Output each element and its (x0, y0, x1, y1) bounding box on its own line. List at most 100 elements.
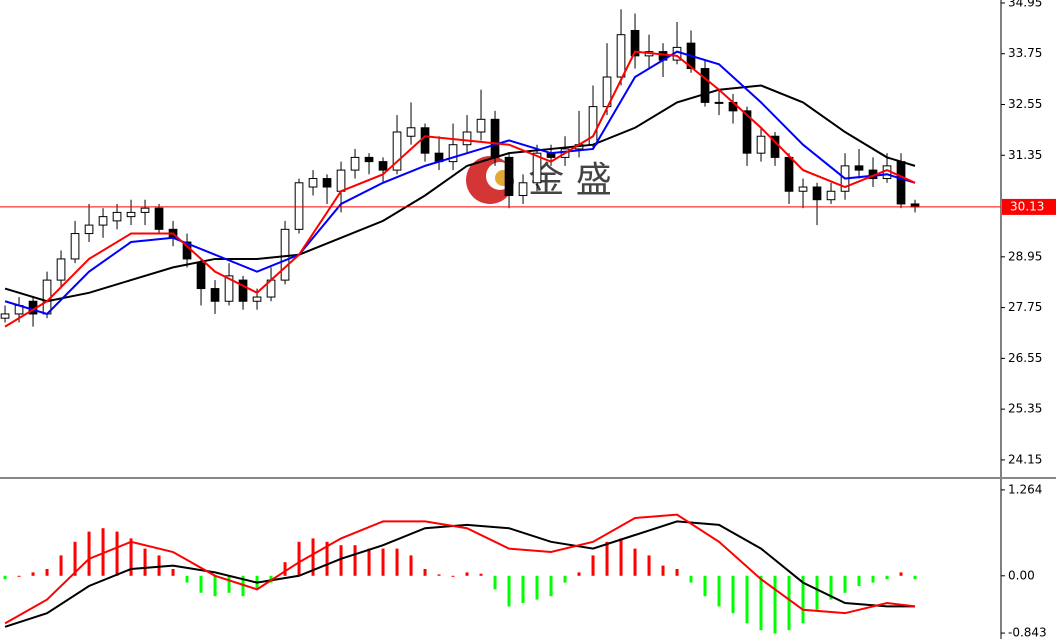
histogram-bar (675, 568, 679, 576)
histogram-bar (843, 575, 847, 593)
histogram-bar (591, 555, 595, 576)
line-series (4, 50, 916, 328)
y-tick-label: 27.75 (1008, 300, 1042, 314)
histogram-bar (227, 575, 231, 593)
candle-body (420, 127, 430, 154)
histogram-bar (829, 575, 833, 600)
histogram-bar (17, 575, 21, 577)
histogram-bar (619, 538, 623, 576)
candle-body (98, 216, 108, 226)
y-tick-label: 28.95 (1008, 249, 1042, 263)
histogram-bar (479, 573, 483, 576)
histogram-bar (199, 575, 203, 593)
candle-body (742, 110, 752, 154)
candle-body (294, 182, 304, 230)
histogram-bar (731, 575, 735, 614)
candle-body (700, 68, 710, 103)
histogram-bar (521, 575, 525, 603)
histogram-bar (129, 538, 133, 576)
candle-body (532, 152, 542, 184)
candle-body (238, 279, 248, 302)
histogram-bar (283, 562, 287, 576)
y-tick-label: 1.264 (1008, 482, 1042, 496)
y-tick-label: 25.35 (1008, 402, 1042, 416)
histogram-bar (339, 545, 343, 576)
y-tick-label: 31.35 (1008, 148, 1042, 162)
candle-body (322, 178, 332, 188)
histogram-bar (87, 531, 91, 576)
histogram-bar (689, 575, 693, 583)
y-tick-label: 24.15 (1008, 452, 1042, 466)
histogram-bar (171, 568, 175, 576)
candle-body (756, 135, 766, 154)
histogram-bar (577, 572, 581, 576)
histogram-bar (913, 575, 917, 580)
candle-body (476, 118, 486, 133)
histogram-bar (59, 555, 63, 576)
candle-body (210, 288, 220, 302)
candle-body (490, 118, 500, 158)
candle-body (112, 211, 122, 222)
histogram-bar (409, 555, 413, 576)
price-label: 30.13 (1010, 199, 1044, 213)
line-series (4, 84, 916, 303)
histogram-bar (157, 555, 161, 576)
line-series (4, 513, 916, 625)
watermark: 金 盛 (528, 160, 611, 201)
histogram-bar (423, 568, 427, 576)
histogram-bar (759, 575, 763, 631)
candle-body (84, 224, 94, 235)
candle-body (196, 262, 206, 290)
candle-body (462, 131, 472, 146)
y-tick-label: 34.95 (1008, 0, 1042, 9)
candle-body (364, 156, 374, 163)
histogram-bar (661, 565, 665, 576)
candle-body (392, 131, 402, 171)
candle-body (350, 156, 360, 171)
line-series (4, 520, 916, 628)
histogram-bar (381, 548, 385, 576)
histogram-bar (647, 555, 651, 576)
candle-body (154, 207, 164, 230)
candle-body (630, 29, 640, 57)
candle-body (224, 275, 234, 302)
histogram-bar (185, 575, 189, 583)
candle-body (336, 169, 346, 192)
histogram-bar (787, 575, 791, 631)
histogram-bar (465, 572, 469, 576)
histogram-bar (507, 575, 511, 607)
histogram-bar (45, 568, 49, 576)
histogram-bar (437, 574, 441, 576)
histogram-bar (395, 548, 399, 576)
histogram-bar (101, 528, 105, 576)
histogram-bar (549, 575, 553, 597)
histogram-bar (703, 575, 707, 597)
price-label-box (1002, 198, 1056, 215)
histogram-bar (325, 541, 329, 576)
histogram-bar (535, 575, 539, 600)
candle-body (826, 190, 836, 201)
histogram-bar (493, 575, 497, 590)
candle-body (0, 313, 10, 319)
candle-body (56, 258, 66, 281)
histogram-bar (115, 531, 119, 576)
histogram-bar (871, 575, 875, 583)
candle-body (448, 144, 458, 163)
histogram-bar (815, 575, 819, 610)
histogram-bar (633, 548, 637, 576)
candle-body (140, 207, 150, 213)
histogram-bar (745, 575, 749, 624)
candle-body (308, 178, 318, 188)
candle-body (42, 279, 52, 315)
histogram-bar (73, 541, 77, 576)
histogram-bar (213, 575, 217, 597)
histogram-bar (143, 548, 147, 576)
histogram-bar (353, 545, 357, 576)
candle-body (854, 165, 864, 171)
histogram-bar (451, 575, 455, 577)
candle-body (518, 182, 528, 196)
line-series (4, 50, 916, 316)
candle-body (784, 156, 794, 192)
